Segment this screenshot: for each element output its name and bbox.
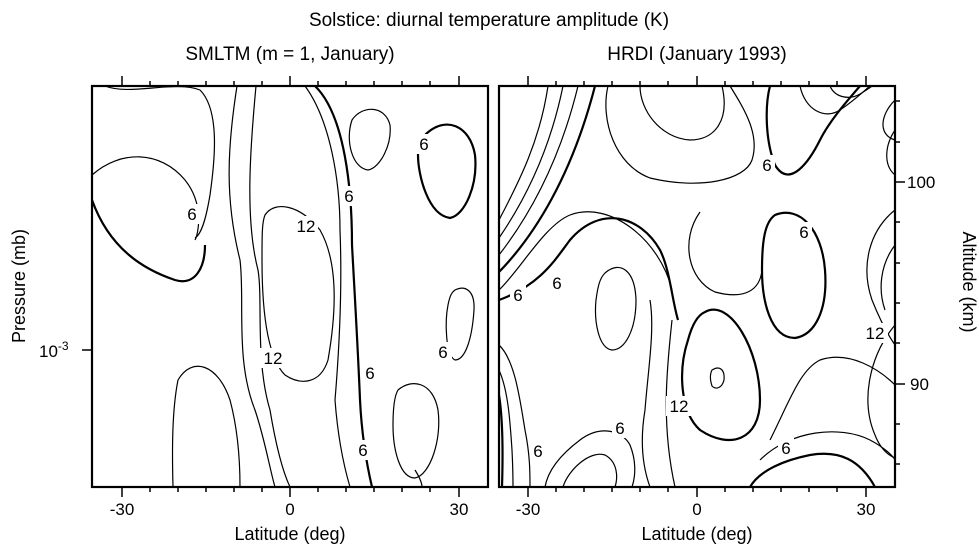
contour-label: 6 xyxy=(344,187,353,206)
contour-label: 6 xyxy=(799,223,808,242)
right-contour xyxy=(882,99,896,141)
contour-label: 6 xyxy=(438,343,447,362)
left-contour xyxy=(445,287,475,361)
panel-right: HRDI (January 1993) xyxy=(497,44,979,544)
right-contour xyxy=(749,452,876,488)
right-contour xyxy=(709,367,725,389)
right-contour xyxy=(760,211,827,340)
right-contour xyxy=(665,319,676,488)
right-y-tick-label: 90 xyxy=(910,375,929,394)
right-contour xyxy=(639,85,725,141)
left-contour xyxy=(104,85,216,239)
left-x-tick-label: 30 xyxy=(450,500,469,519)
contour-label: 6 xyxy=(513,286,522,305)
right-contour xyxy=(688,211,763,296)
right-contour xyxy=(880,244,896,311)
left-contour xyxy=(91,156,200,241)
right-contour xyxy=(765,85,861,176)
right-contour xyxy=(594,266,637,351)
right-contour xyxy=(498,85,597,273)
right-x-tick-label: 0 xyxy=(692,500,701,519)
left-panel-title: SMLTM (m = 1, January) xyxy=(185,44,394,65)
right-contour xyxy=(769,356,896,441)
right-contour xyxy=(544,430,636,488)
contour-label: 12 xyxy=(670,397,689,416)
left-contour xyxy=(249,85,291,488)
left-x-tick-label: 0 xyxy=(285,500,294,519)
contour-label: 12 xyxy=(866,324,885,343)
right-contour xyxy=(498,369,514,488)
contour-label: 6 xyxy=(358,441,367,460)
left-contour xyxy=(348,108,391,171)
right-contour xyxy=(886,129,896,176)
right-contour xyxy=(799,85,871,115)
figure-suptitle: Solstice: diurnal temperature amplitude … xyxy=(309,10,669,31)
contour-label: 6 xyxy=(533,442,542,461)
left-contour xyxy=(304,85,351,488)
right-contour xyxy=(498,344,531,488)
right-contour xyxy=(867,324,896,459)
left-contour xyxy=(414,469,423,488)
left-contour xyxy=(177,365,241,488)
right-x-axis-label: Latitude (deg) xyxy=(641,524,752,544)
contour-label: 6 xyxy=(615,419,624,438)
contour-label: 6 xyxy=(187,205,196,224)
right-tickmarks xyxy=(527,76,905,497)
right-contour xyxy=(681,308,762,442)
left-contour xyxy=(392,383,440,479)
left-y-axis-label: Pressure (mb) xyxy=(9,229,29,343)
right-y-tick-label: 100 xyxy=(907,173,935,192)
contour-label: 6 xyxy=(781,439,790,458)
right-contour-labels: 6 6 6 6 12 12 6 6 6 xyxy=(510,155,888,461)
right-contour xyxy=(562,453,618,488)
right-y-axis-label: Altitude (km) xyxy=(959,231,979,332)
left-y-tick-label: 10-3 xyxy=(39,339,69,361)
contour-label: 6 xyxy=(419,135,428,154)
right-x-tick-label: -30 xyxy=(516,500,541,519)
left-contour xyxy=(171,379,179,488)
right-contour xyxy=(498,85,579,256)
panel-left: SMLTM (m = 1, January) 6 12 6 xyxy=(9,44,490,544)
right-contour xyxy=(498,85,564,239)
left-x-tick-label: -30 xyxy=(110,500,135,519)
right-contours xyxy=(497,85,896,488)
left-x-tickmarks xyxy=(82,76,460,497)
left-contour xyxy=(90,199,207,283)
right-contour xyxy=(498,211,673,291)
contour-label: 12 xyxy=(264,349,283,368)
left-contour-labels: 6 12 6 6 12 6 6 6 xyxy=(184,134,452,460)
right-contour xyxy=(498,85,549,221)
left-contour xyxy=(261,206,335,382)
left-contour xyxy=(228,85,276,488)
contour-label: 12 xyxy=(297,217,316,236)
right-x-tick-label: 30 xyxy=(857,500,876,519)
left-contour xyxy=(314,85,374,488)
right-contour xyxy=(641,299,653,488)
right-contour xyxy=(605,85,755,184)
contour-label: 6 xyxy=(552,274,561,293)
contour-label: 6 xyxy=(365,364,374,383)
left-x-axis-label: Latitude (deg) xyxy=(234,524,345,544)
contour-label: 6 xyxy=(762,156,771,175)
left-contours xyxy=(90,85,477,488)
right-panel-title: HRDI (January 1993) xyxy=(607,44,787,65)
